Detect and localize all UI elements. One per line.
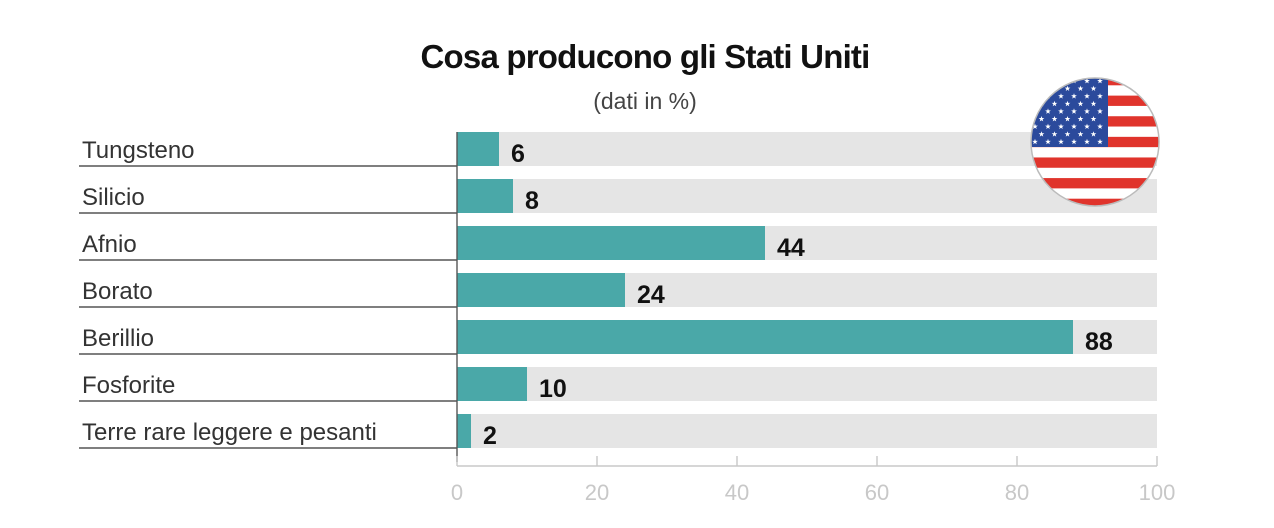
flag-star — [1077, 100, 1084, 107]
category-label: Afnio — [82, 231, 137, 258]
bar — [457, 367, 527, 401]
flag-star — [1084, 93, 1090, 99]
x-axis: 0 20 40 60 80 100 — [451, 132, 1175, 505]
flag-star — [1077, 116, 1084, 122]
data-label: 44 — [777, 234, 805, 262]
flag-star — [1090, 85, 1097, 92]
flag-star — [1097, 123, 1103, 130]
flag-star — [1084, 123, 1090, 130]
flag-star — [1058, 93, 1064, 99]
flag-star — [1032, 108, 1038, 114]
flag-star — [1032, 93, 1038, 99]
chart-rows: Tungsteno 6 Silicio 8 Afnio 44 Borato 24 Berilli… — [79, 132, 1157, 450]
flag-star — [1097, 138, 1103, 145]
flag-star — [1084, 108, 1090, 114]
category-label: Fosforite — [82, 372, 175, 399]
flag-star — [1071, 93, 1077, 99]
flag-star — [1045, 108, 1051, 114]
flag-stripe — [1031, 157, 1159, 168]
bar-track — [457, 179, 1157, 213]
flag-star — [1045, 123, 1051, 130]
category-label: Tungsteno — [82, 137, 195, 164]
x-tick-label: 100 — [1139, 480, 1176, 505]
flag-star — [1097, 93, 1103, 99]
flag-star — [1077, 85, 1084, 92]
flag-star — [1090, 131, 1097, 137]
flag-star — [1064, 116, 1071, 122]
data-label: 8 — [525, 187, 539, 215]
category-label: Borato — [82, 278, 153, 305]
flag-star — [1097, 78, 1103, 84]
flag-star — [1058, 138, 1064, 145]
flag-star — [1038, 85, 1045, 92]
x-tick-label: 20 — [585, 480, 609, 505]
flag-star — [1064, 85, 1071, 92]
x-tick-label: 80 — [1005, 480, 1029, 505]
flag-star — [1058, 78, 1064, 84]
flag-star — [1077, 131, 1084, 137]
flag-star — [1032, 78, 1038, 84]
flag-star — [1032, 123, 1038, 130]
flag-star — [1051, 100, 1058, 107]
flag-star — [1051, 131, 1058, 137]
bar — [457, 273, 625, 307]
bar — [457, 179, 513, 213]
flag-star — [1084, 78, 1090, 84]
bar-track — [457, 367, 1157, 401]
flag-stripe — [1031, 178, 1159, 189]
flag-star — [1071, 138, 1077, 145]
flag-star — [1038, 131, 1045, 137]
flag-star — [1071, 108, 1077, 114]
data-label: 6 — [511, 140, 525, 168]
data-label: 2 — [483, 422, 497, 450]
flag-stripe — [1031, 198, 1159, 206]
category-label: Silicio — [82, 184, 145, 211]
data-label: 88 — [1085, 328, 1113, 356]
flag-star — [1032, 138, 1038, 145]
x-tick-label: 60 — [865, 480, 889, 505]
flag-star — [1038, 116, 1045, 122]
flag-star — [1064, 100, 1071, 107]
flag-star — [1071, 123, 1077, 130]
bar-track — [457, 414, 1157, 448]
flag-star — [1051, 116, 1058, 122]
bar — [457, 414, 471, 448]
data-label: 10 — [539, 375, 567, 403]
data-label: 24 — [637, 281, 665, 309]
flag-star — [1064, 131, 1071, 137]
flag-star — [1058, 123, 1064, 130]
bar — [457, 320, 1073, 354]
flag-star — [1058, 108, 1064, 114]
us-flag-icon — [1030, 77, 1160, 207]
flag-star — [1084, 138, 1090, 145]
chart-title: Cosa producono gli Stati Uniti — [420, 38, 871, 75]
bar — [457, 226, 765, 260]
flag-star — [1097, 108, 1103, 114]
flag-star — [1090, 100, 1097, 107]
x-tick-label: 0 — [451, 480, 463, 505]
bar — [457, 132, 499, 166]
category-label: Terre rare leggere e pesanti — [82, 419, 377, 446]
flag-star — [1090, 116, 1097, 122]
category-label: Berillio — [82, 325, 154, 352]
flag-star — [1045, 138, 1051, 145]
chart-subtitle: (dati in %) — [593, 88, 697, 114]
x-tick-label: 40 — [725, 480, 749, 505]
flag-star — [1045, 78, 1051, 84]
